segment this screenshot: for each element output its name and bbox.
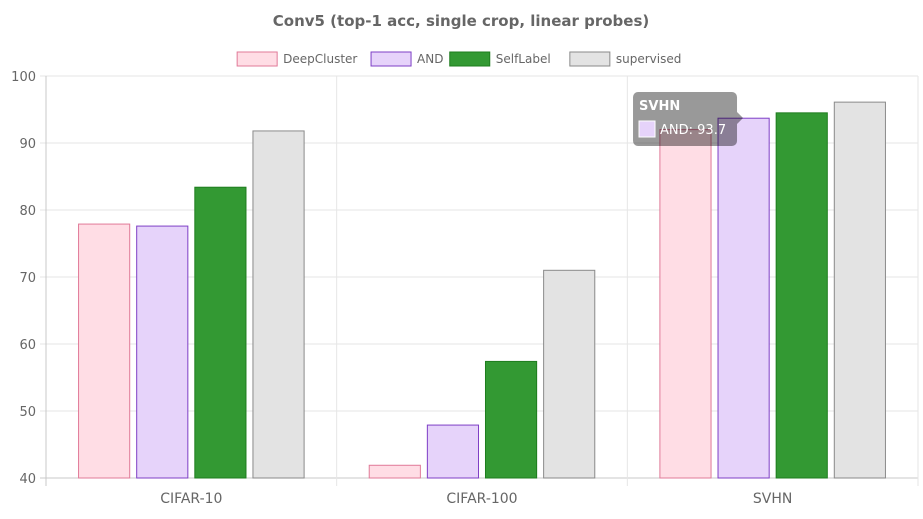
y-tick-label: 40 bbox=[19, 472, 36, 487]
bar-supervised-cifar-10[interactable] bbox=[252, 130, 305, 479]
legend-swatch bbox=[370, 51, 412, 67]
legend-item-supervised[interactable]: supervised bbox=[569, 51, 681, 67]
bar-selflabel-svhn[interactable] bbox=[775, 112, 828, 479]
x-tick-label: SVHN bbox=[753, 491, 792, 507]
tooltip-title: SVHN bbox=[639, 99, 680, 114]
y-tick-label: 50 bbox=[19, 405, 36, 420]
y-tick-label: 100 bbox=[11, 70, 36, 85]
legend-item-and[interactable]: AND bbox=[370, 51, 443, 67]
x-tick-label: CIFAR-100 bbox=[446, 491, 517, 507]
legend: DeepCluster AND SelfLabel supervised bbox=[236, 51, 681, 67]
tooltip-swatch bbox=[638, 120, 656, 138]
legend-swatch bbox=[569, 51, 611, 67]
legend-label: SelfLabel bbox=[496, 52, 551, 66]
tooltip-caret bbox=[737, 112, 744, 124]
y-tick-label: 90 bbox=[19, 137, 36, 152]
bar-supervised-svhn[interactable] bbox=[833, 101, 886, 479]
bar-selflabel-cifar-100[interactable] bbox=[484, 360, 538, 479]
y-tick-label: 60 bbox=[19, 338, 36, 353]
tooltip-box bbox=[633, 92, 738, 146]
legend-item-deepcluster[interactable]: DeepCluster bbox=[236, 51, 357, 67]
x-axis: CIFAR-10 CIFAR-100 SVHN bbox=[160, 491, 792, 507]
legend-label: supervised bbox=[616, 52, 681, 66]
bar-and-svhn[interactable] bbox=[717, 117, 770, 479]
bar-and-cifar-10[interactable] bbox=[136, 225, 189, 479]
chart-title: Conv5 (top-1 acc, single crop, linear pr… bbox=[273, 12, 650, 30]
bars bbox=[78, 101, 886, 479]
bar-deepcluster-cifar-10[interactable] bbox=[78, 223, 131, 479]
tooltip: SVHN AND: 93.7 bbox=[633, 92, 744, 146]
legend-swatch bbox=[449, 51, 491, 67]
bar-deepcluster-svhn[interactable] bbox=[659, 129, 712, 479]
bar-supervised-cifar-100[interactable] bbox=[543, 269, 596, 479]
y-axis: 40 50 60 70 80 90 100 bbox=[11, 70, 36, 487]
legend-item-selflabel[interactable]: SelfLabel bbox=[449, 51, 551, 67]
legend-label: AND bbox=[417, 52, 443, 66]
y-tick-label: 70 bbox=[19, 271, 36, 286]
legend-swatch bbox=[236, 51, 278, 67]
bar-selflabel-cifar-10[interactable] bbox=[194, 186, 247, 479]
y-tick-label: 80 bbox=[19, 204, 36, 219]
bar-deepcluster-cifar-100[interactable] bbox=[368, 464, 421, 479]
x-tick-label: CIFAR-10 bbox=[160, 491, 222, 507]
legend-label: DeepCluster bbox=[283, 52, 357, 66]
tooltip-label: AND: 93.7 bbox=[660, 123, 726, 138]
bar-and-cifar-100[interactable] bbox=[426, 424, 480, 479]
